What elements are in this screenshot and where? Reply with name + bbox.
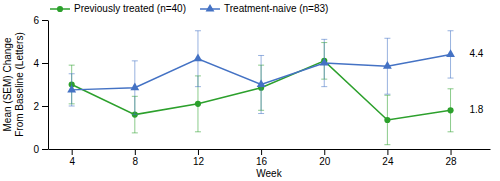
x-tick: 4	[69, 149, 75, 167]
error-bar	[384, 95, 390, 144]
y-tick: 0	[33, 144, 48, 155]
legend-marker	[206, 4, 215, 12]
x-tick: 28	[445, 149, 457, 167]
x-axis: 4 8 12 16 20 24 28	[49, 149, 491, 167]
x-axis-title: Week	[256, 168, 282, 179]
x-tick: 8	[133, 149, 139, 167]
x-tick-mark	[261, 149, 262, 155]
point	[257, 79, 266, 87]
point	[447, 107, 453, 113]
y-tick-mark	[42, 149, 48, 150]
point	[320, 58, 329, 66]
point	[195, 101, 201, 107]
y-tick: 6	[33, 15, 48, 26]
error-bar	[448, 89, 454, 132]
x-tick-mark	[135, 149, 136, 155]
x-tick-mark	[324, 149, 325, 155]
x-tick: 24	[382, 149, 394, 167]
legend-label: Treatment-naive (n=83)	[224, 3, 328, 14]
legend-marker	[57, 6, 63, 12]
x-tick: 16	[256, 149, 268, 167]
x-tick: 20	[319, 149, 331, 167]
x-tick-label: 24	[382, 156, 394, 167]
x-tick-mark	[72, 149, 73, 155]
y-tick-label: 6	[33, 15, 39, 26]
y-tick-mark	[42, 63, 48, 64]
point	[67, 85, 76, 93]
series	[69, 43, 454, 145]
annotation: 1.8	[469, 104, 483, 115]
x-tick-label: 28	[445, 156, 457, 167]
y-axis-title: Mean (SEM) ChangeFrom Baseline (Letters)	[2, 32, 25, 136]
y-tick-label: 0	[33, 144, 39, 155]
x-tick-label: 4	[69, 156, 75, 167]
legend: Previously treated (n=40) Treatment-naive…	[50, 3, 328, 14]
point	[194, 54, 203, 62]
x-tick-mark	[198, 149, 199, 155]
x-tick-label: 8	[133, 156, 139, 167]
y-tick: 2	[33, 101, 48, 112]
x-tick: 12	[193, 149, 205, 167]
plot-area	[67, 31, 455, 145]
point	[130, 83, 139, 91]
legend-label: Previously treated (n=40)	[74, 3, 186, 14]
y-axis-line	[48, 21, 49, 150]
x-axis-line	[49, 149, 491, 150]
point	[446, 49, 455, 57]
legend-item: Previously treated (n=40)	[50, 3, 186, 14]
y-tick-mark	[42, 20, 48, 21]
chart: 4812162024280246WeekMean (SEM) ChangeFro…	[0, 0, 500, 181]
point	[383, 61, 392, 69]
point	[384, 117, 390, 123]
x-tick-label: 16	[256, 156, 268, 167]
y-tick-label: 2	[33, 101, 39, 112]
x-tick-label: 12	[193, 156, 205, 167]
x-tick-mark	[451, 149, 452, 155]
y-axis: 0 2 4 6	[33, 15, 48, 155]
series	[67, 31, 455, 115]
y-tick: 4	[33, 58, 48, 69]
x-tick-mark	[387, 149, 388, 155]
legend-item: Treatment-naive (n=83)	[200, 3, 328, 14]
y-tick-mark	[42, 106, 48, 107]
annotation: 4.4	[469, 48, 483, 59]
y-tick-label: 4	[33, 58, 39, 69]
x-tick-label: 20	[319, 156, 331, 167]
